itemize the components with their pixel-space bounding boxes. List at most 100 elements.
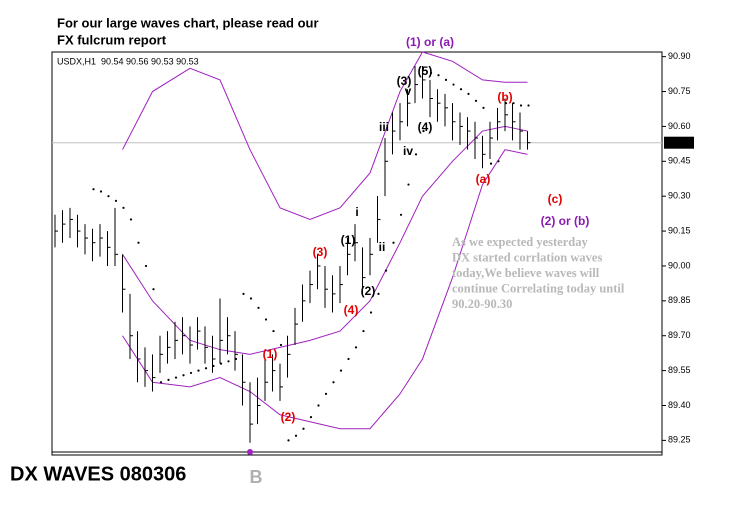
y-tick-label: 90.00 [668, 260, 691, 270]
wave-label: (1) [341, 233, 356, 247]
sar-dot [122, 206, 125, 209]
sar-dot [189, 371, 193, 375]
sar-dot [467, 92, 470, 95]
sar-dot [369, 311, 373, 314]
sar-dot [174, 376, 178, 379]
sar-dot [204, 367, 208, 370]
sar-dot [332, 381, 335, 384]
note-line: As we expected yesterday [452, 235, 588, 249]
wave-label: (b) [497, 90, 512, 104]
band-line [122, 125, 528, 355]
sar-dot [384, 269, 388, 272]
sar-dot [212, 364, 215, 368]
sar-dot [399, 213, 403, 216]
footer-label: B [250, 467, 263, 487]
sar-dot [159, 381, 163, 384]
wave-label: (1) or (a) [406, 35, 454, 49]
sar-dot [414, 153, 418, 156]
sar-dot [459, 88, 463, 91]
sar-dot [474, 99, 478, 102]
wave-label: (3) [313, 245, 328, 259]
last-price-box [664, 136, 694, 149]
y-tick-label: 90.90 [668, 51, 691, 61]
marker-dot [247, 449, 253, 455]
sar-dot [227, 360, 230, 363]
sar-dot [362, 329, 365, 333]
sar-dot [512, 102, 515, 105]
sar-dot [489, 162, 493, 165]
wave-label: (3) [397, 74, 412, 88]
sar-dot [497, 160, 500, 163]
sar-dot [392, 241, 395, 244]
sar-dot [519, 104, 523, 107]
y-tick-label: 90.30 [668, 191, 691, 201]
header-line: For our large waves chart, please read o… [57, 15, 319, 30]
last-price-label: 90.53 [667, 137, 690, 147]
sar-dot [152, 288, 155, 291]
sar-dot [377, 292, 380, 295]
sar-dot [317, 404, 320, 407]
wave-label: iii [379, 120, 389, 134]
wave-label: iv [403, 144, 413, 158]
y-tick-label: 90.75 [668, 86, 691, 96]
wave-label: i [355, 205, 358, 219]
band-line [122, 149, 528, 430]
sar-dot [257, 306, 260, 309]
sar-dot [182, 374, 185, 377]
sar-dot [234, 357, 238, 361]
sar-dot [294, 434, 298, 437]
band-line [122, 51, 528, 220]
wave-label: (2) [281, 410, 296, 424]
sar-dot [242, 292, 245, 295]
y-tick-label: 90.15 [668, 225, 691, 235]
symbol-info: USDX,H1 90.54 90.56 90.53 90.53 [57, 56, 199, 66]
y-tick-label: 89.70 [668, 330, 691, 340]
sar-dot [219, 362, 223, 365]
wave-label: (4) [344, 303, 359, 317]
sar-dot [287, 439, 290, 442]
y-tick-label: 90.60 [668, 121, 691, 131]
sar-dot [197, 369, 200, 372]
wave-label: (2) or (b) [541, 214, 590, 228]
y-tick-label: 89.40 [668, 400, 691, 410]
y-tick-label: 89.55 [668, 365, 691, 375]
wave-label: (c) [548, 192, 563, 206]
y-tick-label: 90.45 [668, 156, 691, 166]
sar-dot [92, 188, 95, 191]
sar-dot [452, 83, 455, 86]
wave-label: ii [379, 240, 386, 254]
wave-label: (4) [418, 120, 433, 134]
sar-dot [309, 416, 313, 419]
sar-dot [114, 199, 118, 202]
sar-dot [249, 297, 253, 300]
wave-label: v [405, 84, 412, 98]
sar-dot [324, 392, 328, 395]
sar-dot [444, 78, 448, 82]
sar-dot [437, 74, 440, 77]
sar-dot [429, 71, 433, 75]
header-line: FX fulcrum report [57, 32, 167, 47]
sar-dot [264, 318, 268, 321]
sar-dot [482, 106, 485, 109]
sar-dot [129, 218, 133, 221]
y-tick-label: 89.85 [668, 295, 691, 305]
sar-dot [347, 357, 350, 361]
plot-frame [51, 51, 663, 456]
sar-dot [167, 378, 170, 382]
note-line: continue Correlating today until [452, 281, 625, 295]
sar-dot [339, 369, 343, 372]
sar-dot [137, 241, 140, 244]
sar-dot [302, 427, 305, 430]
sar-dot [527, 104, 530, 107]
sar-dot [407, 183, 410, 186]
wave-label: (1) [263, 347, 278, 361]
sar-dot [422, 129, 425, 133]
sar-dot [99, 190, 103, 193]
sar-dot [279, 343, 283, 347]
sar-dot [354, 346, 358, 349]
note-line: 90.20-90.30 [452, 297, 512, 311]
footer-title: DX WAVES 080306 [10, 463, 186, 485]
sar-dot [107, 195, 110, 198]
wave-label: (a) [476, 172, 491, 186]
